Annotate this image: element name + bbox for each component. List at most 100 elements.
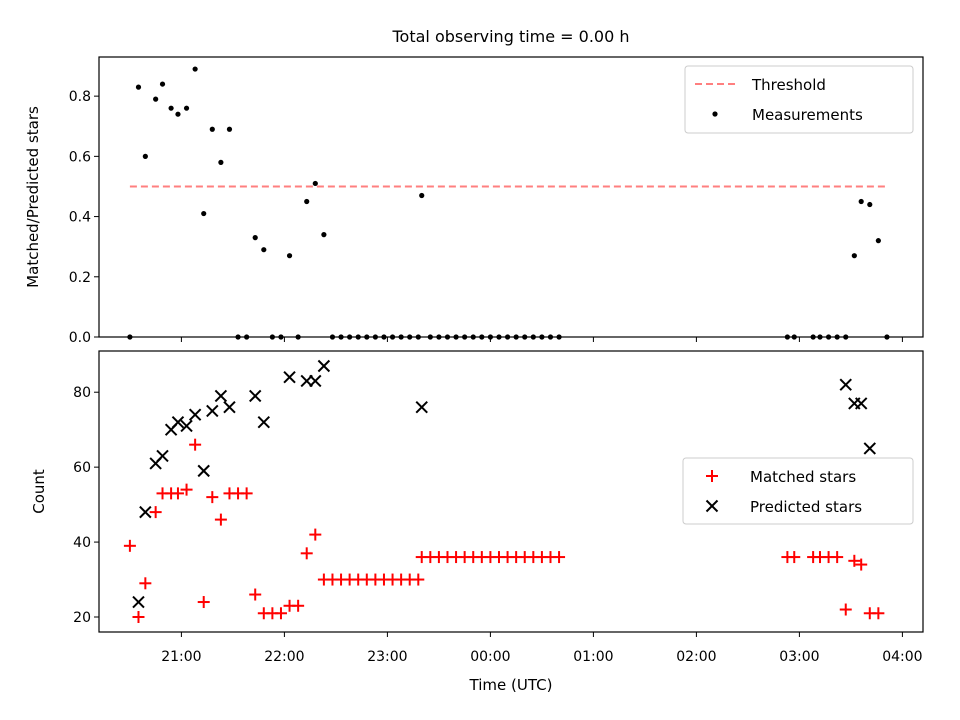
x-tick-label: 23:00 (367, 649, 407, 665)
measurement-point (192, 66, 198, 72)
predicted-star-point (223, 400, 236, 414)
matched-star-point (872, 607, 885, 620)
measurement-point (252, 235, 258, 241)
matched-star-point (300, 547, 313, 560)
x-tick-label: 04:00 (882, 649, 922, 665)
measurement-point (867, 201, 873, 208)
measurement-point (419, 192, 425, 199)
matched-star-point (180, 483, 193, 496)
measurement-point (142, 153, 148, 159)
measurement-point (286, 253, 293, 259)
predicted-star-point (214, 389, 228, 403)
y-tick-label: 0.6 (69, 149, 91, 165)
predicted-star-point (249, 389, 262, 403)
y-tick-label: 40 (73, 535, 91, 551)
y-tick-label: 0.8 (69, 89, 91, 105)
chart-title: Total observing time = 0.00 h (391, 27, 629, 46)
legend-matched-swatch (706, 470, 718, 482)
matched-star-point (149, 506, 162, 519)
y-tick-label: 0.2 (69, 270, 91, 286)
matched-star-point (839, 603, 852, 616)
measurement-point (209, 126, 215, 132)
predicted-star-point (139, 505, 152, 519)
y-axis-label: Matched/Predicted stars (24, 106, 42, 288)
x-tick-label: 03:00 (779, 649, 819, 665)
matched-star-point (309, 528, 322, 541)
measurement-point (875, 238, 881, 244)
measurement-point (321, 232, 327, 238)
ratio-panel-frame (98, 56, 924, 338)
x-tick-label: 22:00 (264, 649, 304, 665)
legend-box (684, 65, 914, 134)
measurement-point (218, 159, 224, 165)
measurement-point (183, 105, 190, 111)
matched-star-point (249, 588, 262, 601)
measurement-point (201, 210, 207, 217)
predicted-star-point (132, 595, 145, 609)
measurement-point (261, 247, 267, 253)
legend-label-matched: Matched stars (750, 468, 856, 486)
measurement-point (304, 198, 310, 205)
measurement-point (153, 96, 159, 102)
matched-star-point (171, 487, 184, 500)
matched-star-point (197, 596, 210, 609)
predicted-star-point (854, 397, 868, 410)
count-panel: 20 40 60 80 21:00 22:00 23:00 00:00 01:00 02:00 03… (30, 350, 924, 694)
predicted-star-point (415, 400, 428, 414)
matched-star-point (123, 539, 136, 552)
predicted-star-point (257, 415, 271, 429)
predicted-star-point (317, 359, 331, 373)
legend-measurement-swatch (712, 111, 718, 117)
matched-star-point (214, 513, 227, 526)
predicted-star-point (839, 378, 852, 391)
predicted-star-point (283, 371, 296, 384)
measurement-point (135, 84, 142, 90)
predicted-star-point (171, 415, 185, 429)
count-panel-frame (98, 350, 924, 633)
y-tick-label: 0.4 (69, 210, 91, 226)
legend-box (682, 457, 914, 525)
matched-star-point (831, 551, 844, 564)
measurement-point (851, 253, 857, 259)
y-tick-label: 0.0 (69, 330, 91, 346)
measurement-point (159, 81, 166, 87)
predicted-star-point (180, 419, 193, 433)
y-tick-label: 60 (73, 460, 91, 476)
ratio-panel: Total observing time = 0.00 h 0.0 0.2 0.4 0.… (24, 27, 924, 346)
matched-star-point (132, 611, 145, 624)
legend-label-threshold: Threshold (751, 76, 826, 94)
x-tick-label: 00:00 (470, 649, 510, 665)
measurement-point (168, 105, 174, 111)
legend-predicted-swatch (705, 499, 719, 513)
measurement-point (858, 198, 864, 205)
matched-star-point (553, 551, 566, 564)
matched-star-point (274, 607, 287, 620)
measurement-point (175, 111, 181, 117)
predicted-star-point (863, 442, 876, 455)
x-axis-label: Time (UTC) (469, 676, 553, 694)
y-tick-label: 80 (73, 385, 91, 401)
y-tick-label: 20 (73, 610, 91, 626)
matched-star-point (292, 599, 305, 612)
matched-star-point (855, 558, 868, 571)
predicted-star-point (197, 464, 210, 478)
matched-star-point (206, 491, 219, 504)
predicted-star-point (156, 449, 169, 463)
matched-star-point (240, 487, 253, 500)
predicted-star-point (206, 404, 219, 418)
matched-star-point (189, 438, 202, 451)
predicted-star-point (188, 408, 202, 421)
legend-label-measurements: Measurements (752, 106, 863, 124)
measurement-point (312, 180, 318, 187)
legend-label-predicted: Predicted stars (750, 498, 862, 516)
x-tick-label: 02:00 (676, 649, 716, 665)
matched-star-point (788, 551, 801, 564)
x-tick-label: 21:00 (161, 649, 201, 665)
measurement-point (226, 126, 233, 132)
predicted-star-point (309, 374, 322, 388)
matched-star-point (139, 577, 152, 590)
matched-star-point (848, 554, 861, 567)
matched-star-point (412, 573, 425, 586)
x-tick-label: 01:00 (573, 649, 613, 665)
